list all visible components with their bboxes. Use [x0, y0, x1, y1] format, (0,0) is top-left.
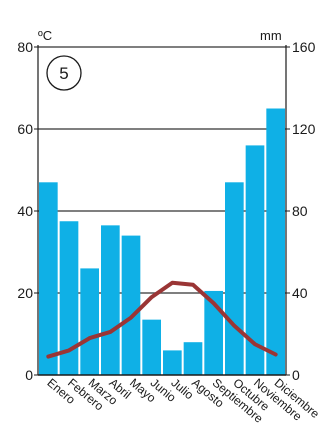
temp-point-julio — [170, 281, 174, 285]
bar-noviembre — [245, 145, 265, 375]
temperature-polyline — [46, 280, 278, 359]
axes — [37, 45, 287, 376]
temp-point-junio — [150, 295, 154, 299]
bar-febrero — [59, 221, 79, 375]
right-axis-ticks: 0 40 80 120 160 — [286, 39, 316, 383]
bar-junio — [142, 319, 161, 375]
temp-point-mayo — [129, 316, 133, 320]
bar-abril — [101, 225, 120, 375]
chart-badge-label: 5 — [59, 64, 68, 83]
temperature-line — [46, 280, 278, 359]
bar-diciembre — [266, 108, 285, 375]
right-tick-0: 0 — [292, 367, 300, 383]
temp-point-septiembre — [212, 301, 216, 305]
left-tick-60: 60 — [17, 121, 33, 137]
temp-point-febrero — [67, 348, 71, 352]
chart-badge-circle — [46, 55, 82, 91]
bar-julio — [163, 350, 182, 375]
gridlines — [38, 46, 286, 294]
temp-point-enero — [46, 354, 50, 359]
bar-enero — [39, 182, 58, 375]
left-tick-40: 40 — [17, 203, 33, 219]
bar-septiembre — [204, 290, 223, 375]
bar-mayo — [121, 235, 141, 375]
left-axis-ticks: 0 20 40 60 80 — [17, 39, 38, 383]
left-axis-unit: ºC — [38, 28, 52, 43]
right-axis-unit: mm — [260, 28, 282, 43]
temp-point-abril — [108, 330, 112, 334]
left-tick-20: 20 — [17, 285, 33, 301]
month-labels: EneroFebreroMarzoAbrilMayoJunioJulioAgos… — [44, 376, 322, 426]
left-tick-0: 0 — [25, 367, 33, 383]
temp-point-octubre — [232, 324, 236, 328]
right-tick-80: 80 — [292, 203, 308, 219]
temp-point-noviembre — [253, 342, 257, 346]
temp-point-agosto — [191, 283, 195, 287]
bar-agosto — [183, 342, 203, 375]
right-tick-120: 120 — [292, 121, 316, 137]
temp-point-marzo — [88, 336, 92, 340]
right-tick-160: 160 — [292, 39, 316, 55]
precipitation-bars — [39, 108, 285, 375]
left-tick-80: 80 — [17, 39, 33, 55]
bar-octubre — [225, 182, 244, 375]
temp-point-diciembre — [274, 352, 278, 357]
bar-marzo — [80, 268, 99, 375]
right-tick-40: 40 — [292, 285, 308, 301]
